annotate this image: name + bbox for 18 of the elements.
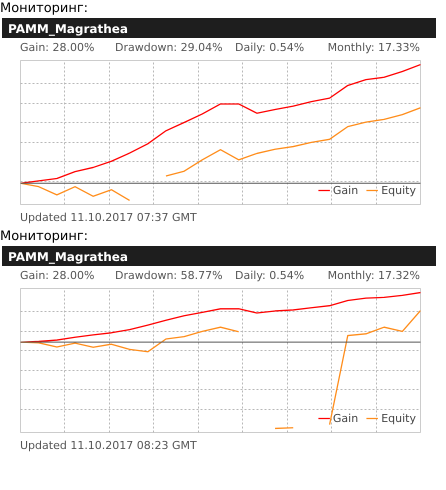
text: Updated 11.10.2017 08:23 GMT [20,438,197,454]
text: Updated 11.10.2017 07:37 GMT [20,210,197,226]
chart-title: PAMM_Magrathea [8,249,128,266]
text: Drawdown: 58.77% [115,268,223,284]
legend-label: Gain [332,412,358,424]
text: Мониторинг: [0,0,88,18]
legend-label: Gain [332,184,358,196]
chart-title: PAMM_Magrathea [8,21,128,38]
text: Gain: 28.00% [20,268,94,284]
text: Drawdown: 29.04% [115,40,223,56]
text: Daily: 0.54% [235,268,304,284]
legend-label: Equity [381,412,416,424]
legend-label: Equity [381,184,416,196]
text: Daily: 0.54% [235,40,304,56]
text: Monthly: 17.33% [328,40,420,56]
text: Gain: 28.00% [20,40,94,56]
text: Monthly: 17.32% [328,268,420,284]
text: Мониторинг: [0,228,88,246]
